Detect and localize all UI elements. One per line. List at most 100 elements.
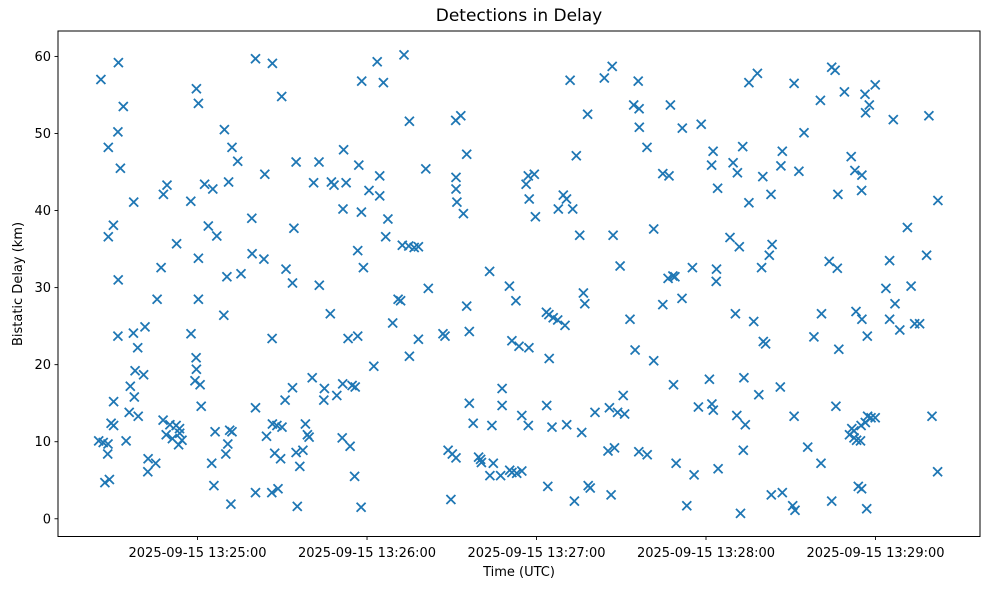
- data-point-marker: [712, 463, 724, 474]
- data-point-marker: [288, 223, 300, 234]
- data-point-marker: [524, 193, 535, 205]
- data-point-marker: [113, 274, 124, 286]
- data-point-marker: [629, 344, 641, 356]
- data-point-marker: [870, 412, 881, 423]
- data-point-marker: [358, 262, 369, 273]
- data-point-marker: [862, 330, 873, 342]
- data-point-marker: [559, 320, 571, 331]
- data-point-marker: [740, 419, 751, 430]
- data-point-marker: [523, 420, 534, 431]
- x-axis-ticks: 2025-09-15 13:25:00 2025-09-15 13:26:00 20…: [129, 536, 945, 561]
- data-point-marker: [743, 77, 755, 88]
- data-point-marker: [624, 314, 636, 325]
- data-point-marker: [455, 110, 466, 121]
- data-point-marker: [328, 179, 340, 191]
- data-point-marker: [99, 477, 111, 488]
- data-point-marker: [193, 98, 204, 109]
- y-tick-label: 10: [34, 435, 51, 450]
- data-point-marker: [789, 505, 801, 516]
- data-point-marker: [880, 283, 892, 294]
- data-point-marker: [561, 193, 572, 205]
- data-point-marker: [704, 374, 715, 385]
- x-tick-label: 2025-09-15 13:28:00: [637, 546, 775, 561]
- data-point-marker: [642, 449, 653, 460]
- data-point-marker: [657, 168, 668, 179]
- data-point-marker: [619, 408, 630, 420]
- data-point-marker: [246, 213, 257, 224]
- data-point-marker: [648, 355, 659, 366]
- data-point-marker: [378, 77, 389, 88]
- data-point-marker: [342, 333, 354, 344]
- data-point-marker: [450, 452, 462, 464]
- data-point-marker: [275, 453, 286, 464]
- plot-area: [57, 30, 981, 537]
- data-point-marker: [325, 308, 336, 319]
- data-point-marker: [129, 391, 140, 403]
- data-point-marker: [313, 156, 325, 168]
- data-point-marker: [839, 86, 850, 98]
- data-point-marker: [374, 170, 385, 182]
- data-point-marker: [108, 420, 119, 431]
- data-point-marker: [246, 248, 258, 259]
- data-point-marker: [609, 442, 620, 454]
- data-point-marker: [387, 317, 398, 329]
- data-point-marker: [861, 503, 872, 514]
- data-point-marker: [174, 428, 185, 439]
- data-point-marker: [484, 266, 495, 277]
- data-point-marker: [816, 308, 827, 319]
- data-point-marker: [185, 328, 197, 339]
- data-point-marker: [464, 398, 475, 409]
- data-point-marker: [352, 330, 363, 342]
- x-tick-label: 2025-09-15 13:25:00: [129, 546, 267, 561]
- y-axis-label: Bistatic Delay (km): [11, 222, 26, 346]
- data-point-marker: [368, 361, 379, 372]
- y-tick-label: 0: [43, 512, 51, 527]
- data-point-marker: [546, 421, 558, 433]
- data-point-marker: [319, 383, 330, 394]
- data-point-marker: [223, 176, 234, 188]
- data-point-marker: [488, 458, 499, 469]
- data-point-marker: [261, 431, 272, 442]
- y-tick-label: 50: [34, 127, 51, 142]
- data-point-marker: [199, 179, 210, 190]
- data-point-marker: [738, 445, 749, 456]
- data-point-marker: [346, 380, 358, 391]
- data-point-marker: [103, 231, 114, 242]
- data-point-marker: [267, 58, 278, 69]
- data-point-marker: [404, 116, 415, 127]
- data-point-marker: [157, 414, 169, 426]
- data-point-marker: [707, 146, 719, 157]
- data-point-marker: [297, 445, 309, 456]
- data-point-marker: [374, 190, 385, 202]
- data-point-marker: [161, 429, 172, 440]
- data-point-marker: [860, 417, 871, 428]
- data-point-marker: [250, 487, 261, 498]
- data-point-marker: [856, 483, 867, 494]
- data-point-marker: [765, 189, 777, 200]
- data-point-marker: [232, 156, 243, 167]
- data-point-marker: [633, 446, 644, 457]
- data-point-marker: [496, 400, 508, 411]
- data-point-marker: [276, 91, 287, 102]
- data-point-marker: [815, 458, 827, 469]
- data-point-marker: [203, 220, 214, 232]
- y-tick-label: 40: [34, 204, 51, 219]
- x-tick-label: 2025-09-15 13:29:00: [806, 546, 944, 561]
- data-point-marker: [355, 502, 367, 513]
- data-point-marker: [138, 369, 149, 380]
- data-point-marker: [423, 283, 434, 294]
- x-tick-label: 2025-09-15 13:26:00: [298, 546, 436, 561]
- data-point-marker: [523, 342, 535, 353]
- data-point-marker: [727, 157, 739, 168]
- data-point-marker: [287, 277, 298, 289]
- data-point-marker: [859, 89, 871, 100]
- data-point-marker: [461, 149, 472, 160]
- data-point-marker: [884, 255, 895, 266]
- data-point-marker: [314, 280, 325, 291]
- data-point-marker: [775, 381, 786, 393]
- data-point-marker: [464, 326, 475, 337]
- data-point-marker: [788, 78, 800, 89]
- data-point-marker: [523, 170, 534, 182]
- data-point-marker: [308, 177, 319, 188]
- data-point-marker: [259, 169, 270, 180]
